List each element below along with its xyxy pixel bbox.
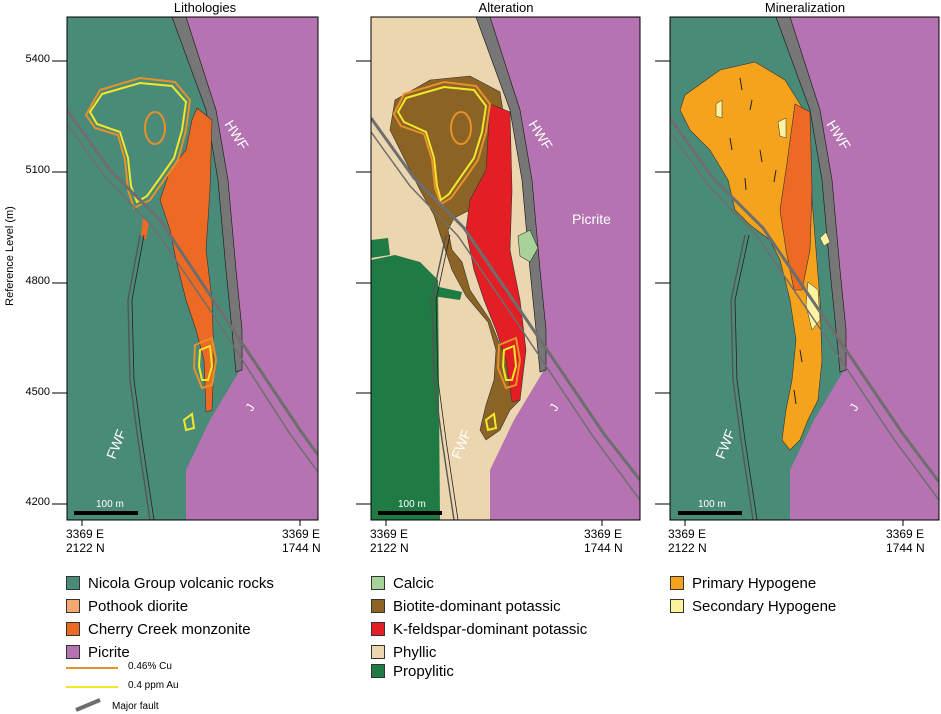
legend-primary-hypogene: Primary Hypogene: [670, 573, 816, 593]
fault-j-strand-2: [371, 131, 640, 501]
au-contour-south-2: [501, 344, 518, 381]
fault-zone-3: [775, 17, 847, 373]
coord-right-3: 3369 E 1744 N: [886, 527, 925, 555]
legend-secondary-hypogene: Secondary Hypogene: [670, 596, 836, 616]
propylitic-patch: [430, 285, 462, 300]
panel-title-mineralization: Mineralization: [764, 0, 846, 15]
au-contour-south: [197, 344, 214, 381]
legend-swatch-pothook: [66, 599, 80, 613]
panel-lithologies: [67, 17, 318, 520]
legend-fault-symbol: [75, 698, 101, 712]
panel-alteration: [371, 17, 640, 520]
legend-nicola: Nicola Group volcanic rocks: [66, 573, 274, 593]
propylitic-area: [371, 255, 440, 520]
au-contour-small: [182, 412, 196, 432]
legend-swatch-calcic: [371, 576, 385, 590]
legend-fault-label: Major fault: [112, 701, 159, 712]
fault-j-3: [670, 117, 939, 483]
label-picrite: Picrite: [572, 211, 611, 227]
legend-propylitic: Propylitic: [371, 661, 454, 681]
fault-fwf-strand-2: [435, 234, 459, 520]
cherry-creek-monzonite-3: [779, 103, 813, 291]
fault-zone: [171, 17, 243, 373]
y-tick-4500: 4500: [25, 386, 50, 398]
fault-fwf-strand: [131, 234, 155, 520]
legend-swatch-secondary: [670, 599, 684, 613]
panel-alteration-frame: [370, 16, 641, 521]
fault-j: [67, 109, 318, 456]
fault-j-2: [371, 117, 640, 481]
fault-fwf-strand-3: [734, 234, 758, 520]
fault-fwf-3: [730, 234, 754, 520]
secondary-hypogene-4: [819, 231, 831, 247]
y-tick-5400: 5400: [25, 53, 50, 65]
coord-right-1: 3369 E 1744 N: [282, 527, 321, 555]
legend-swatch-picrite: [66, 645, 80, 659]
panel-mineralization: [670, 17, 939, 520]
legend-k-feldspar: K-feldspar-dominant potassic: [371, 619, 587, 639]
au-contour-small-2: [484, 412, 498, 432]
cu-contour-south: [192, 336, 218, 390]
legend-line-cu: [66, 667, 118, 669]
legend-swatch-cherry-creek: [66, 622, 80, 636]
panel-lithologies-frame: [66, 16, 319, 521]
fault-fwf-2: [431, 234, 455, 520]
scale-label-2: 100 m: [398, 499, 426, 510]
panel-mineralization-frame: [669, 16, 940, 521]
legend-swatch-nicola: [66, 576, 80, 590]
fault-j-strand: [67, 123, 318, 473]
y-tick-4800: 4800: [25, 275, 50, 287]
fault-j-strand-3: [670, 131, 939, 501]
cu-contour-2: [392, 80, 492, 206]
legend-cu-label: 0.46% Cu: [128, 661, 172, 672]
legend-line-au: [66, 686, 118, 688]
veinlets: [729, 77, 803, 405]
legend-swatch-propylitic: [371, 664, 385, 678]
cu-contour-inner-2: [450, 111, 472, 145]
legend-swatch-k-feldspar: [371, 622, 385, 636]
legend-swatch-phyllic: [371, 645, 385, 659]
picrite-area-3: [776, 17, 939, 520]
legend-cherry-creek: Cherry Creek monzonite: [66, 619, 251, 639]
fault-fwf: [127, 234, 151, 520]
scale-label-1: 100 m: [96, 499, 124, 510]
coord-right-2: 3369 E 1744 N: [584, 527, 623, 555]
cu-contour-inner: [144, 111, 166, 145]
legend-calcic: Calcic: [371, 573, 434, 593]
legend-phyllic: Phyllic: [371, 642, 436, 662]
secondary-hypogene-2: [777, 117, 787, 139]
coord-left-1: 3369 E 2122 N: [66, 527, 105, 555]
cherry-creek-monzonite-small: [141, 217, 149, 240]
picrite-area: [172, 17, 318, 520]
legend-pothook: Pothook diorite: [66, 596, 188, 616]
au-contour-2: [396, 85, 488, 202]
scale-label-3: 100 m: [698, 499, 726, 510]
legend-swatch-primary: [670, 576, 684, 590]
y-tick-5100: 5100: [25, 164, 50, 176]
y-tick-4200: 4200: [25, 496, 50, 508]
y-tick-marks: [52, 60, 670, 505]
panel-title-lithologies: Lithologies: [173, 0, 237, 15]
cu-contour: [84, 76, 192, 210]
coord-left-3: 3369 E 2122 N: [668, 527, 707, 555]
picrite-area-2: [476, 17, 640, 520]
panel-title-alteration: Alteration: [478, 0, 534, 15]
x-tick-marks: [81, 520, 904, 526]
coord-left-2: 3369 E 2122 N: [370, 527, 409, 555]
secondary-hypogene-1: [715, 99, 723, 119]
legend-au-label: 0.4 ppm Au: [128, 680, 179, 691]
au-contour: [88, 81, 188, 204]
legend-picrite: Picrite: [66, 642, 130, 662]
calcic-area: [517, 229, 539, 263]
legend-swatch-biotite: [371, 599, 385, 613]
legend-biotite: Biotite-dominant potassic: [371, 596, 561, 616]
propylitic-patch-2: [371, 238, 390, 258]
cu-contour-south-2: [496, 336, 522, 390]
